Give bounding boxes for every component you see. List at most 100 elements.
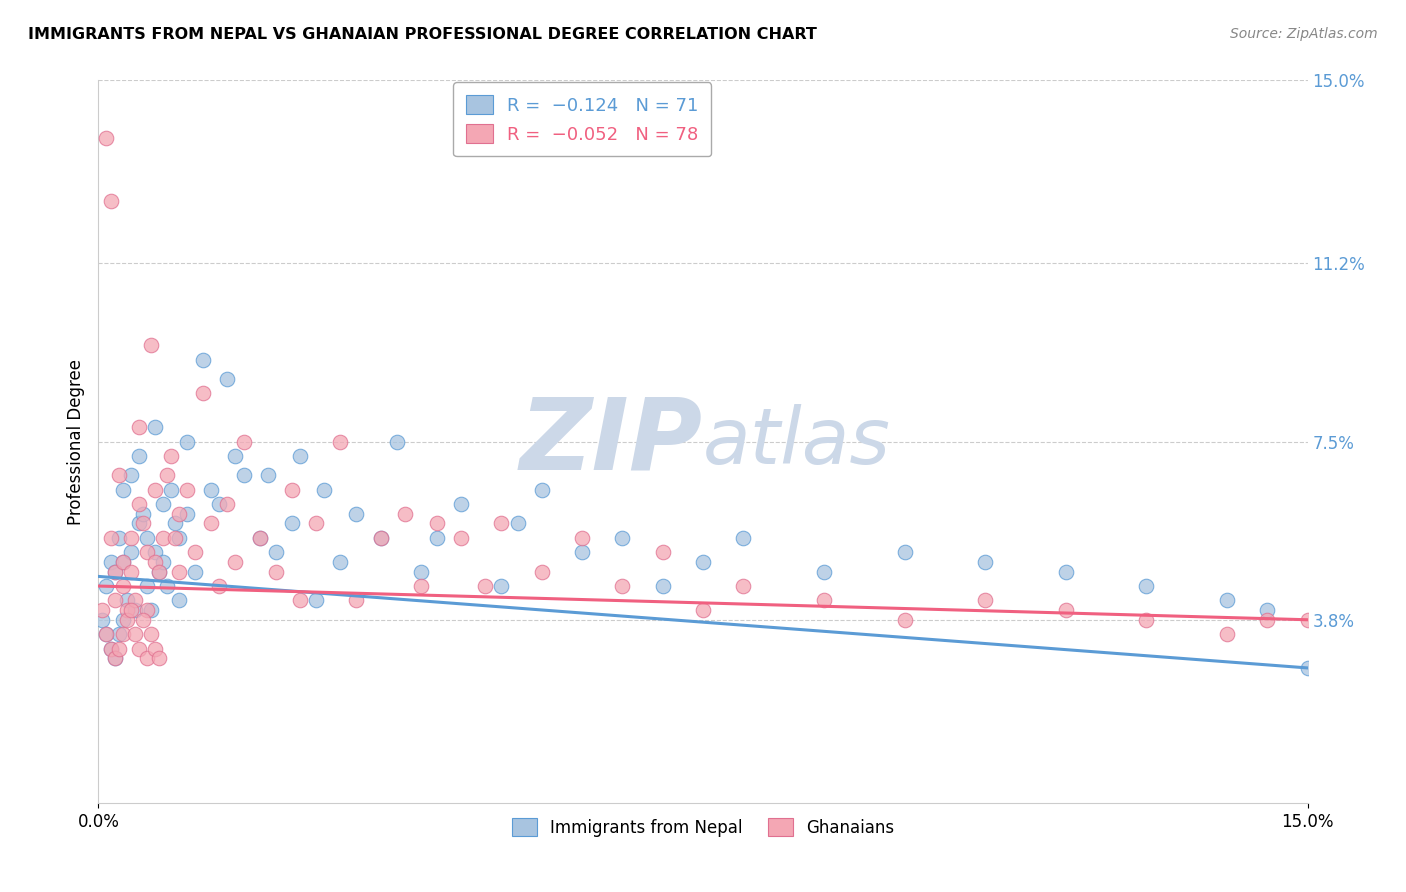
Point <box>100 641 122 656</box>
Point <box>111 627 134 641</box>
Point <box>1216 593 1239 607</box>
Point <box>143 641 166 656</box>
Point <box>264 565 287 579</box>
Point <box>139 603 162 617</box>
Point <box>409 565 432 579</box>
Point <box>571 545 593 559</box>
Point <box>91 603 114 617</box>
Point <box>156 579 179 593</box>
Point <box>120 545 142 559</box>
Point <box>163 516 186 531</box>
Point <box>156 468 179 483</box>
Point <box>152 497 174 511</box>
Point <box>1054 565 1077 579</box>
Point <box>232 434 254 449</box>
Text: atlas: atlas <box>703 403 891 480</box>
Point <box>281 516 304 531</box>
Point <box>370 531 392 545</box>
Point <box>200 516 222 531</box>
Point <box>96 627 118 641</box>
Point <box>111 555 134 569</box>
Point <box>281 483 304 497</box>
Point <box>91 613 114 627</box>
Point <box>409 579 432 593</box>
Point <box>160 483 183 497</box>
Text: IMMIGRANTS FROM NEPAL VS GHANAIAN PROFESSIONAL DEGREE CORRELATION CHART: IMMIGRANTS FROM NEPAL VS GHANAIAN PROFES… <box>28 27 817 42</box>
Point <box>100 641 122 656</box>
Point <box>450 531 472 545</box>
Point <box>491 516 513 531</box>
Point <box>132 507 155 521</box>
Point <box>128 449 150 463</box>
Point <box>128 516 150 531</box>
Point <box>288 449 311 463</box>
Point <box>128 641 150 656</box>
Point <box>1216 627 1239 641</box>
Point <box>893 613 915 627</box>
Point <box>193 386 215 401</box>
Point <box>193 352 215 367</box>
Point <box>143 420 166 434</box>
Point <box>370 531 392 545</box>
Point <box>128 420 150 434</box>
Point <box>132 516 155 531</box>
Point <box>651 545 673 559</box>
Point <box>200 483 222 497</box>
Point <box>224 555 246 569</box>
Point <box>111 555 134 569</box>
Point <box>208 497 231 511</box>
Point <box>184 565 207 579</box>
Point <box>132 613 155 627</box>
Point <box>329 555 352 569</box>
Legend: Immigrants from Nepal, Ghanaians: Immigrants from Nepal, Ghanaians <box>503 810 903 845</box>
Point <box>692 555 714 569</box>
Point <box>135 545 157 559</box>
Point <box>103 593 125 607</box>
Point <box>176 434 198 449</box>
Point <box>120 565 142 579</box>
Point <box>124 603 146 617</box>
Point <box>232 468 254 483</box>
Point <box>1135 579 1157 593</box>
Point <box>1135 613 1157 627</box>
Point <box>143 545 166 559</box>
Y-axis label: Professional Degree: Professional Degree <box>66 359 84 524</box>
Point <box>217 372 239 386</box>
Point <box>184 545 207 559</box>
Point <box>152 531 174 545</box>
Point <box>893 545 915 559</box>
Point <box>115 593 138 607</box>
Point <box>506 516 529 531</box>
Point <box>450 497 472 511</box>
Point <box>1256 603 1278 617</box>
Point <box>120 531 142 545</box>
Point <box>474 579 496 593</box>
Point <box>135 651 157 665</box>
Point <box>329 434 352 449</box>
Point <box>1054 603 1077 617</box>
Point <box>651 579 673 593</box>
Point <box>1256 613 1278 627</box>
Point <box>344 507 367 521</box>
Point <box>974 593 997 607</box>
Point <box>115 613 138 627</box>
Point <box>124 627 146 641</box>
Point <box>139 627 162 641</box>
Point <box>530 565 553 579</box>
Point <box>100 194 122 208</box>
Point <box>115 603 138 617</box>
Point <box>111 579 134 593</box>
Point <box>103 651 125 665</box>
Point <box>491 579 513 593</box>
Point <box>733 531 755 545</box>
Point <box>100 555 122 569</box>
Point <box>143 555 166 569</box>
Point <box>612 531 634 545</box>
Point <box>135 603 157 617</box>
Point <box>148 565 170 579</box>
Point <box>974 555 997 569</box>
Point <box>167 565 190 579</box>
Point <box>426 516 449 531</box>
Point <box>394 507 416 521</box>
Point <box>249 531 271 545</box>
